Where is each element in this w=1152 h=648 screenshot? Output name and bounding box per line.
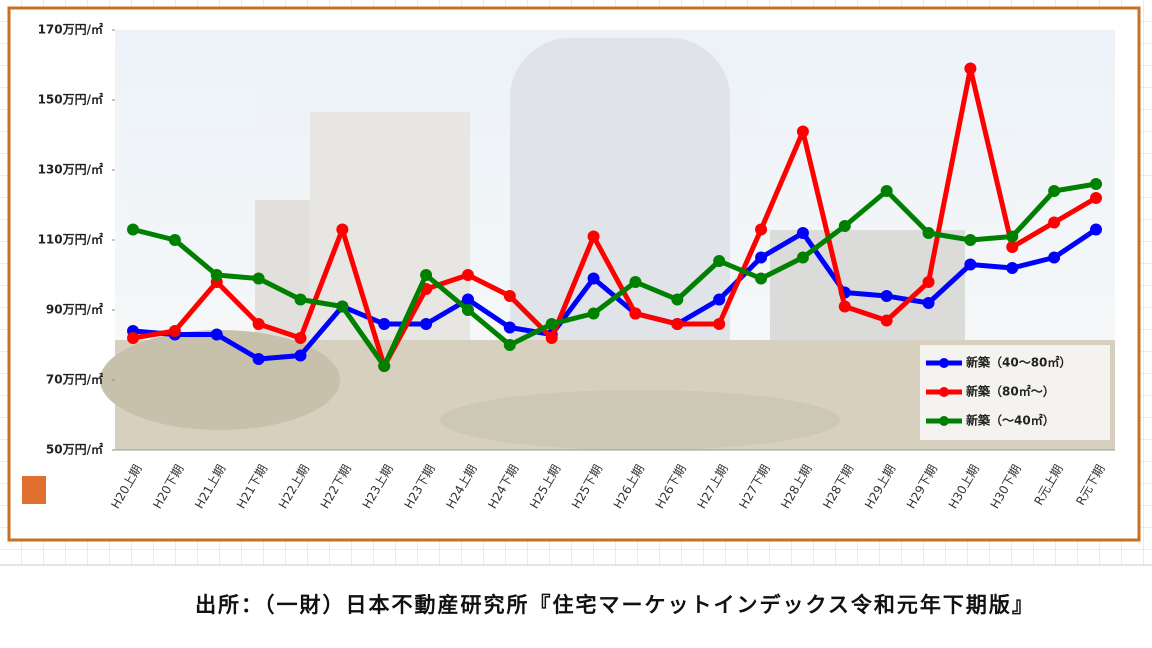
- point: [210, 269, 223, 281]
- point: [1048, 216, 1061, 229]
- point: [796, 227, 809, 239]
- point: [252, 353, 265, 365]
- point: [461, 269, 474, 281]
- point: [1090, 192, 1102, 204]
- legend-label: 新築（80㎡～）: [966, 384, 1055, 399]
- footer-bg: [0, 565, 1152, 648]
- point: [210, 328, 223, 341]
- point: [1048, 185, 1061, 197]
- point: [713, 318, 726, 330]
- point: [755, 272, 768, 285]
- y-tick-label: 150万円/㎡: [38, 92, 103, 107]
- point: [503, 321, 516, 334]
- legend-label: 新築（～40㎡）: [966, 413, 1055, 428]
- point: [503, 339, 516, 351]
- point: [545, 318, 558, 330]
- point: [587, 230, 600, 243]
- point: [420, 269, 433, 281]
- point: [713, 255, 726, 267]
- legend-marker: [939, 358, 949, 368]
- legend-marker: [939, 416, 949, 426]
- point: [964, 234, 977, 246]
- point: [880, 185, 893, 197]
- point: [294, 349, 307, 362]
- point: [880, 290, 893, 302]
- point: [420, 318, 433, 330]
- point: [755, 223, 768, 236]
- point: [964, 258, 977, 271]
- point: [461, 304, 474, 316]
- y-tick-label: 70万円/㎡: [46, 372, 103, 387]
- point: [1006, 230, 1019, 243]
- logo: [22, 476, 46, 504]
- point: [964, 62, 977, 75]
- point: [755, 251, 768, 264]
- series-line: [132, 66, 1098, 369]
- legend-label: 新築（40～80㎡）: [966, 355, 1071, 370]
- source-note: 出所：（一財）日本不動産研究所『住宅マーケットインデックス令和元年下期版』: [195, 593, 1035, 617]
- point: [1090, 223, 1102, 236]
- y-tick-label: 90万円/㎡: [46, 302, 103, 317]
- point: [587, 272, 600, 285]
- point: [294, 293, 307, 306]
- point: [796, 251, 809, 264]
- series-line: [132, 181, 1097, 369]
- point: [713, 293, 726, 306]
- y-tick-label: 110万円/㎡: [38, 232, 103, 247]
- point: [671, 293, 684, 306]
- point: [587, 307, 600, 320]
- y-tick-label: 170万円/㎡: [38, 22, 103, 37]
- point: [378, 360, 391, 372]
- point: [1048, 251, 1061, 264]
- point: [127, 332, 139, 344]
- point: [796, 125, 809, 138]
- point: [127, 223, 139, 236]
- point: [1006, 262, 1019, 274]
- point: [461, 293, 474, 306]
- point: [922, 276, 935, 288]
- point: [629, 307, 642, 320]
- y-tick-label: 50万円/㎡: [46, 442, 103, 457]
- point: [671, 318, 684, 330]
- point: [503, 290, 516, 302]
- legend-marker: [939, 387, 949, 397]
- point: [252, 318, 265, 330]
- point: [336, 223, 349, 236]
- point: [336, 300, 349, 313]
- point: [922, 227, 935, 239]
- point: [838, 300, 851, 313]
- point: [168, 234, 181, 246]
- point: [880, 314, 893, 327]
- point: [1090, 178, 1102, 190]
- point: [252, 272, 265, 285]
- point: [294, 332, 307, 344]
- point: [545, 332, 558, 344]
- point: [838, 220, 851, 232]
- point: [378, 318, 391, 330]
- point: [168, 325, 181, 337]
- point: [629, 276, 642, 288]
- point: [1006, 241, 1019, 253]
- y-tick-label: 130万円/㎡: [38, 162, 103, 177]
- point: [922, 297, 935, 309]
